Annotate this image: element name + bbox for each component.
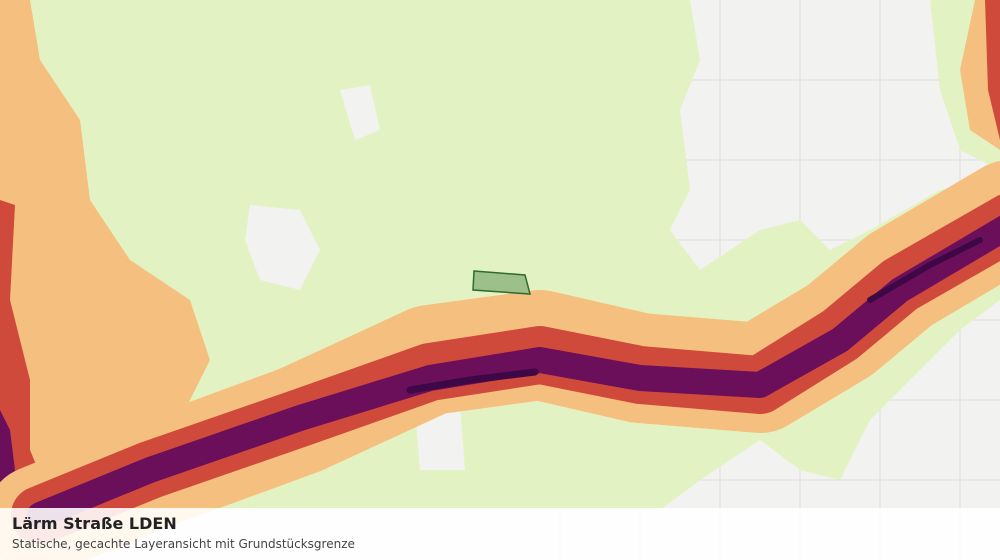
parcel-boundary <box>472 270 531 295</box>
noise-zone-high-east <box>985 0 1000 140</box>
noise-zone-high-west <box>0 200 55 510</box>
layer-title: Lärm Straße LDEN <box>12 514 177 533</box>
layer-subtitle: Statische, gecachte Layeransicht mit Gru… <box>12 537 355 551</box>
noise-zone-medium-west <box>0 0 210 510</box>
road-noise-corridor <box>0 161 1000 560</box>
caption-bar: Lärm Straße LDEN Statische, gecachte Lay… <box>0 508 1000 560</box>
